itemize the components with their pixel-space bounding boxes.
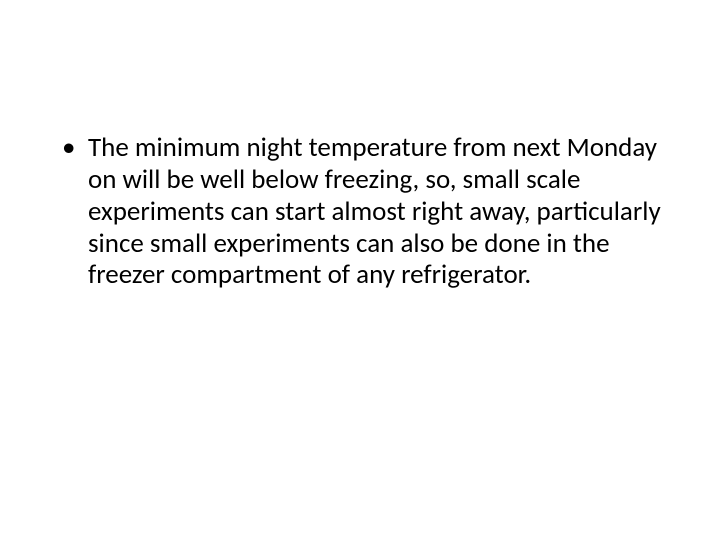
bullet-item: The minimum night temperature from next …: [54, 132, 666, 291]
slide: The minimum night temperature from next …: [0, 0, 720, 540]
bullet-list: The minimum night temperature from next …: [54, 132, 666, 291]
bullet-text: The minimum night temperature from next …: [88, 131, 661, 291]
